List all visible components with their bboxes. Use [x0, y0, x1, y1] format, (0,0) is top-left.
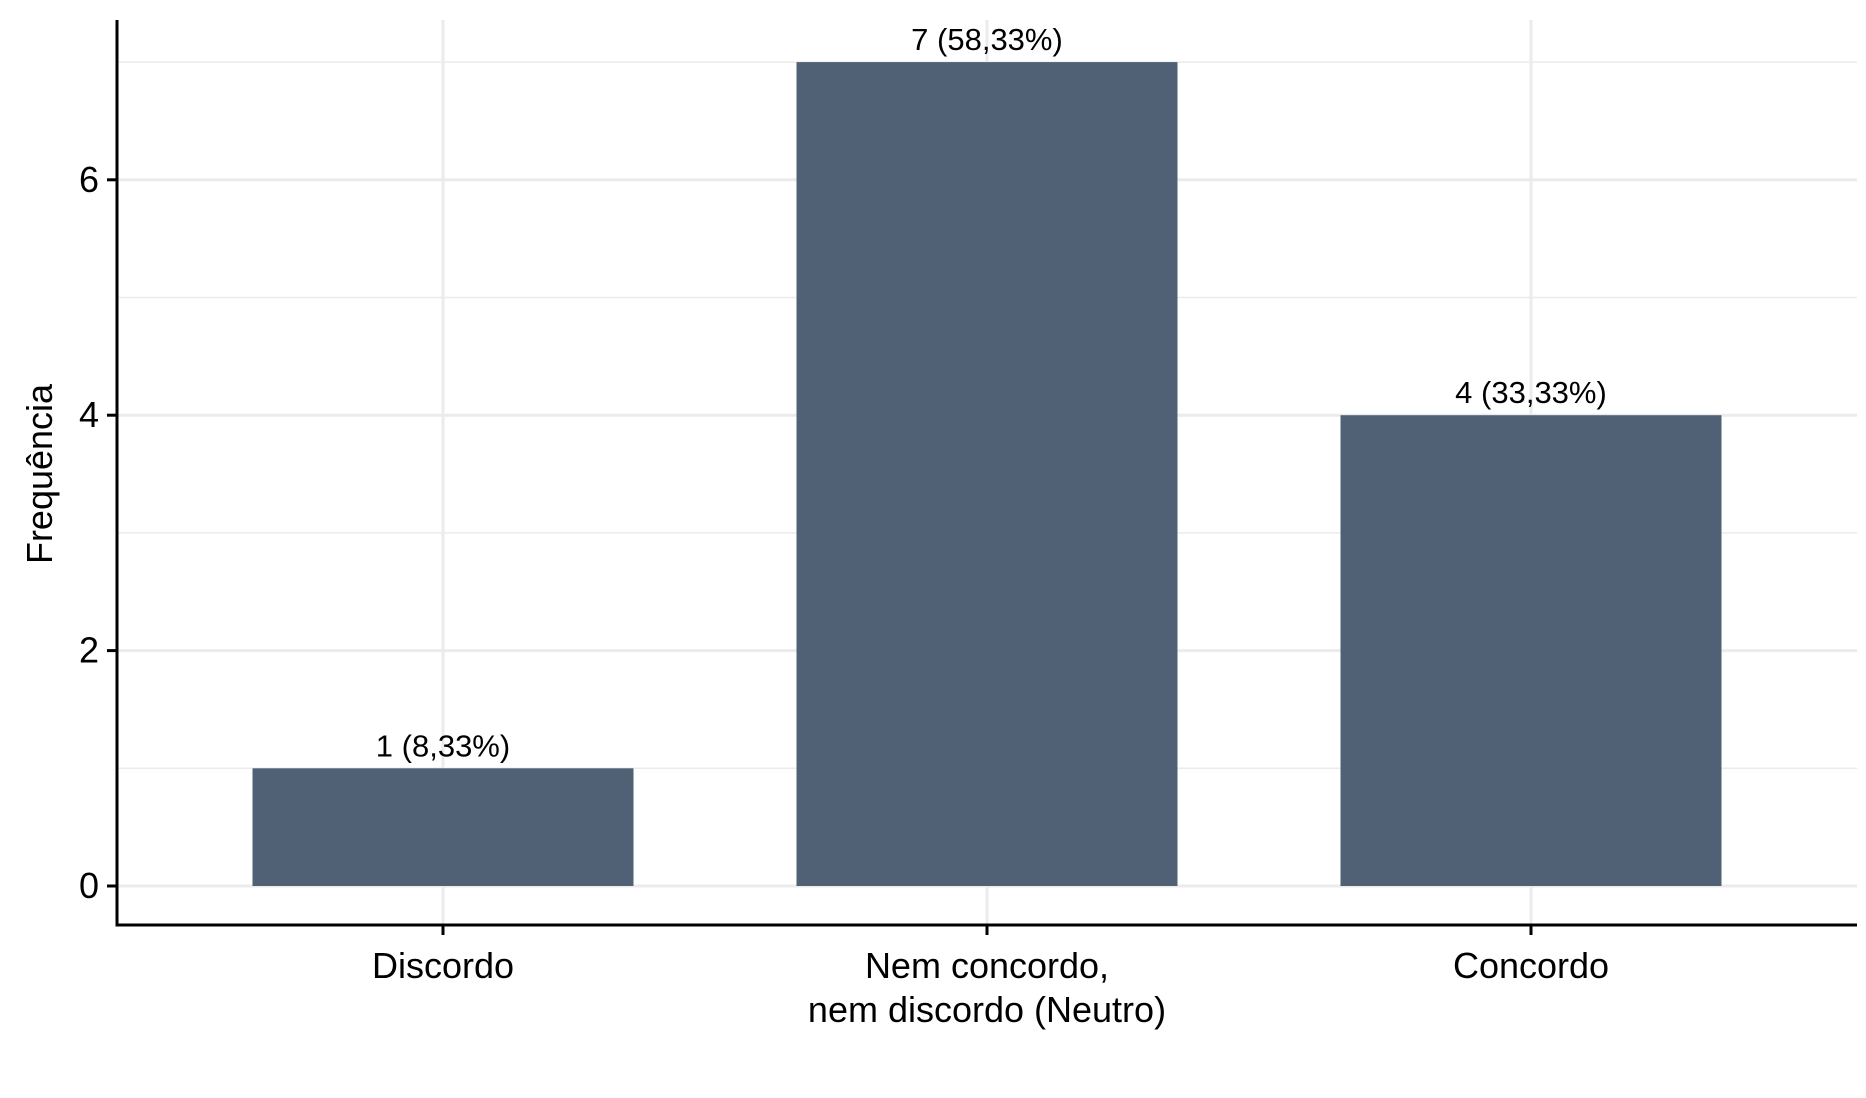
x-tick-label: Concordo: [1453, 945, 1609, 986]
bars: [252, 62, 1722, 887]
y-axis-title: Frequência: [19, 383, 60, 564]
data-label: 1 (8,33%): [376, 728, 510, 763]
bar: [796, 62, 1178, 887]
data-labels: 1 (8,33%) 7 (58,33%) 4 (33,33%): [376, 22, 1607, 763]
x-tick-label: Discordo: [372, 945, 514, 986]
y-tick-label: 0: [79, 865, 99, 906]
data-label: 4 (33,33%): [1455, 375, 1607, 410]
bar: [252, 768, 634, 886]
bar: [1340, 415, 1722, 886]
axes: 0 2 4 6 Discordo Nem concordo, nem discordo (N…: [79, 20, 1857, 1030]
y-tick-label: 4: [79, 394, 99, 435]
x-tick-label: Nem concordo, nem discordo (Neutro): [808, 945, 1166, 1030]
y-tick-label: 2: [79, 630, 99, 671]
data-label: 7 (58,33%): [911, 22, 1063, 57]
y-tick-label: 6: [79, 159, 99, 200]
